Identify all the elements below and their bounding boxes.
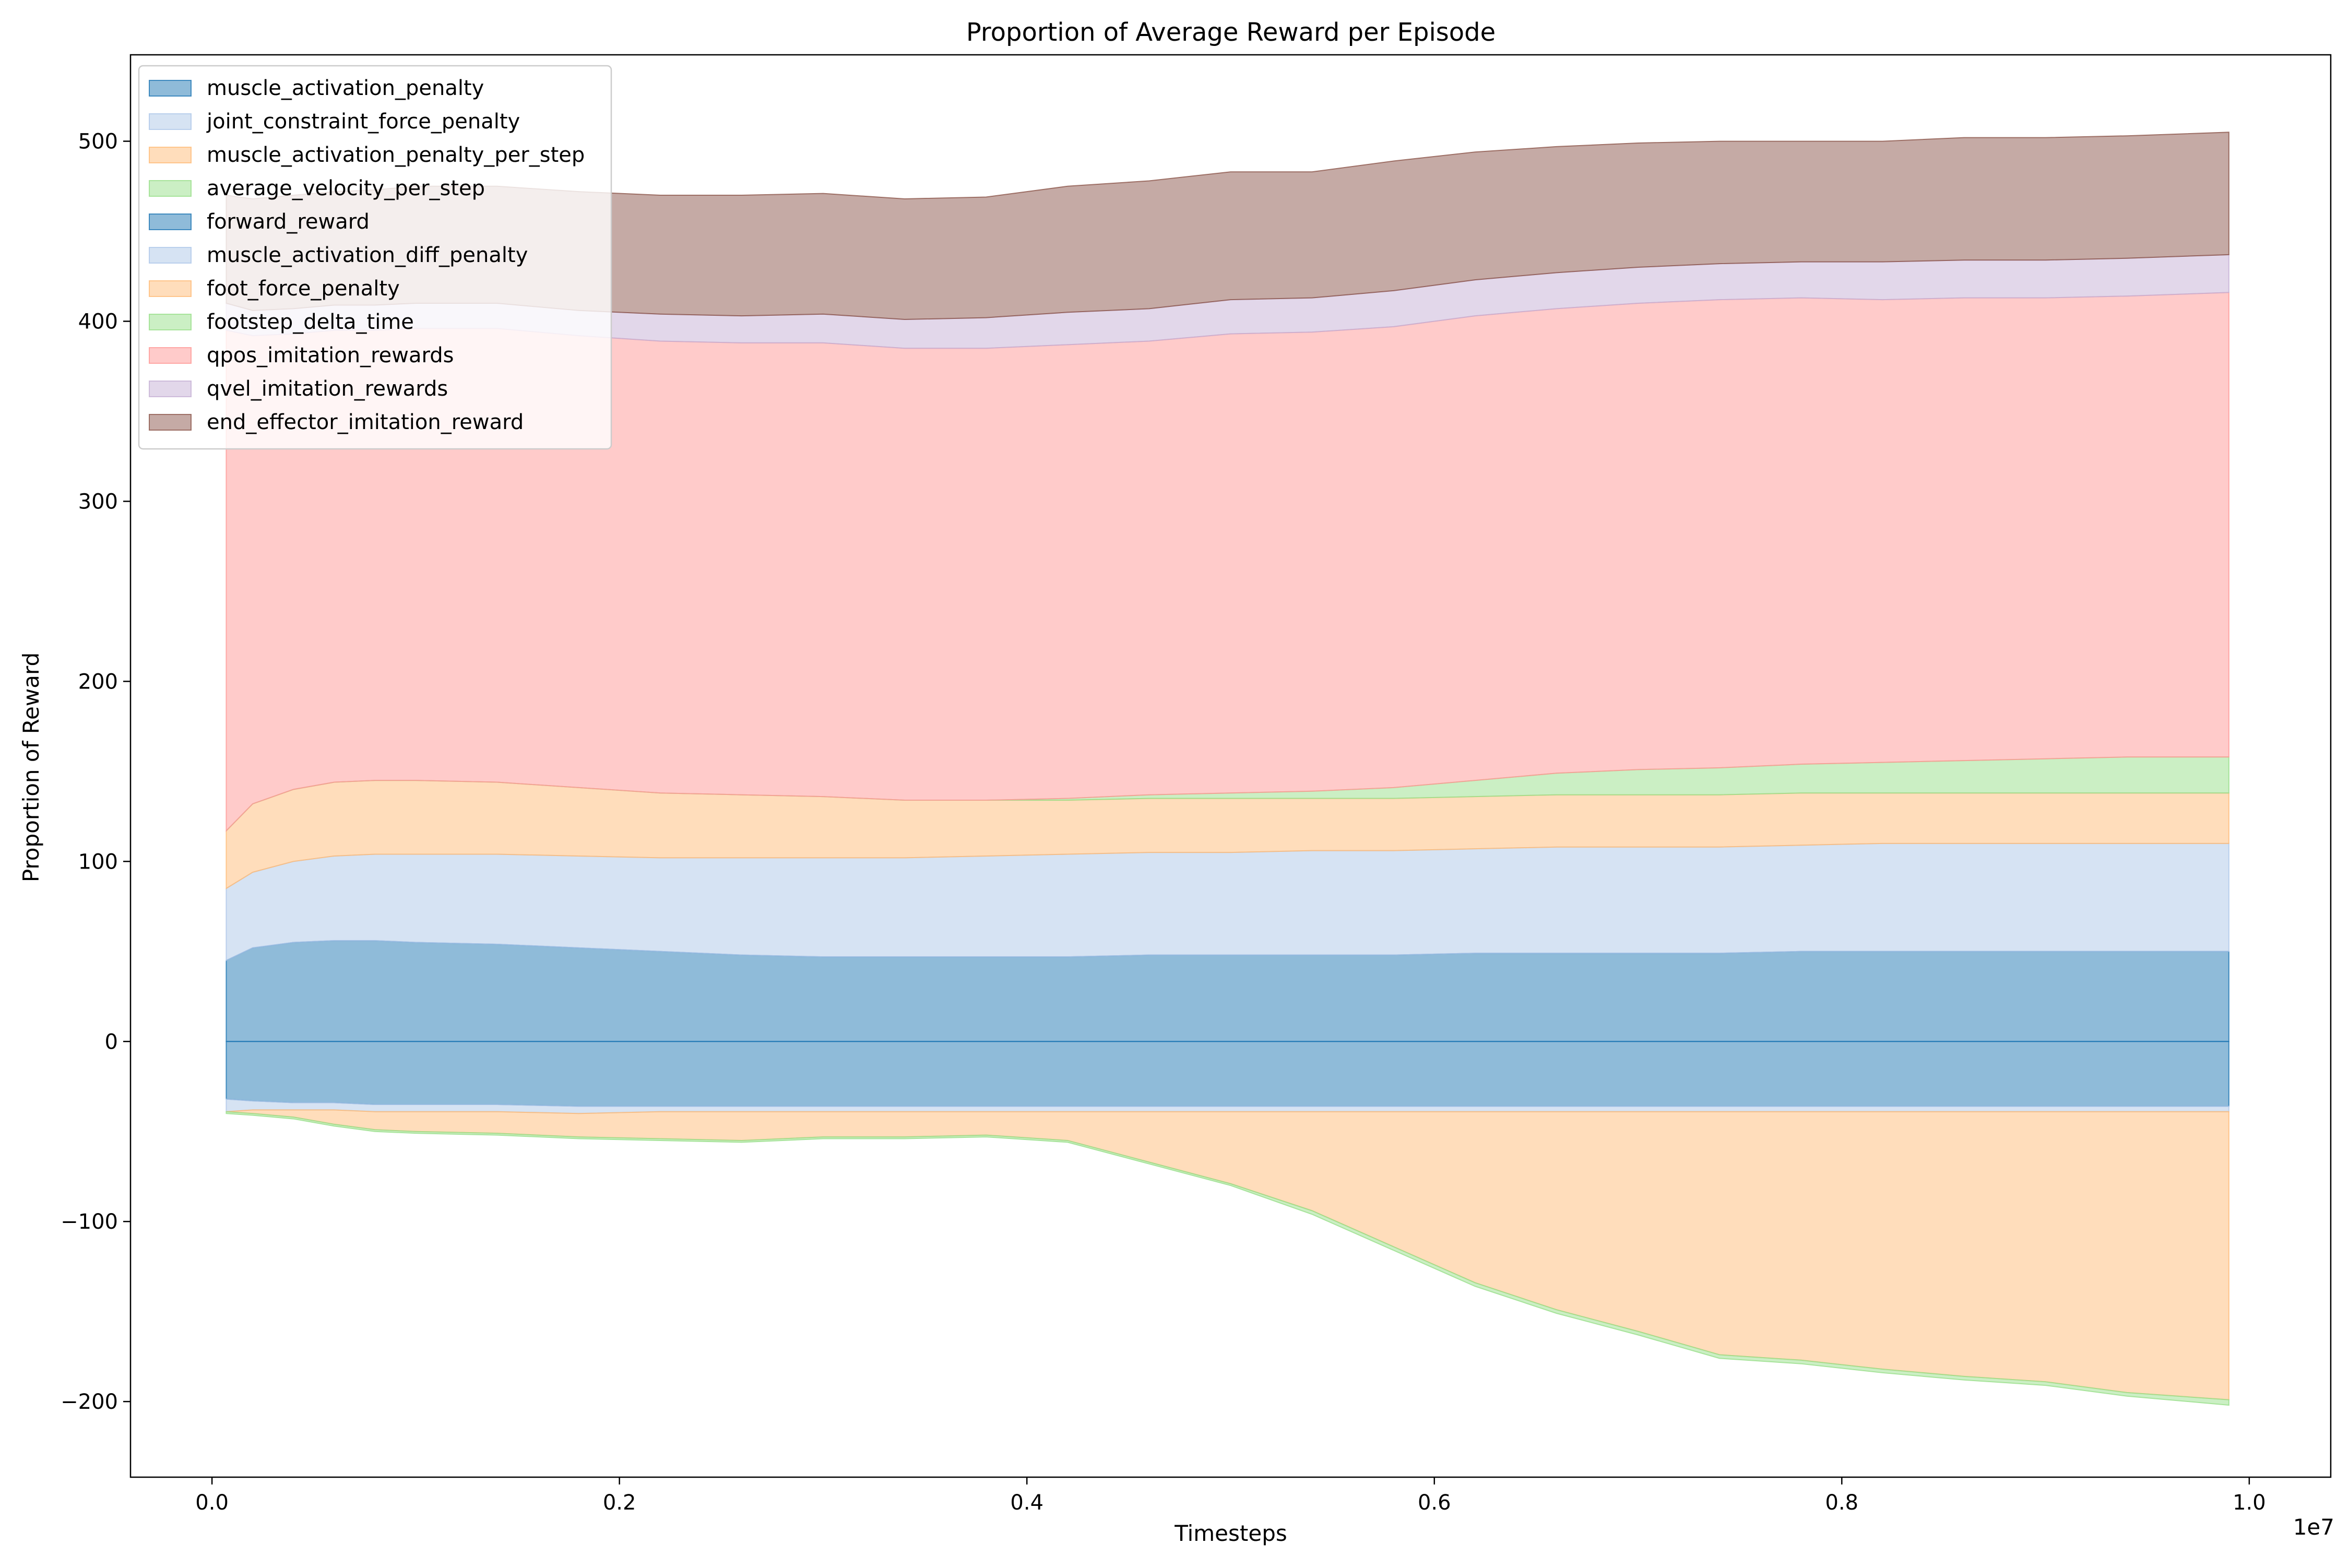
y-tick-label: 400 bbox=[78, 310, 118, 334]
y-tick-label: 0 bbox=[105, 1030, 118, 1054]
legend-swatch bbox=[149, 347, 192, 364]
x-axis-label: Timesteps bbox=[1174, 1521, 1287, 1546]
legend-label: muscle_activation_penalty bbox=[207, 76, 484, 100]
legend-swatch bbox=[149, 113, 192, 130]
legend-swatch bbox=[149, 280, 192, 297]
positive-area-end-effector-imitation-reward bbox=[226, 132, 2229, 320]
legend-swatch bbox=[149, 147, 192, 163]
x-tick-label: 0.0 bbox=[195, 1491, 229, 1515]
y-tick-label: 200 bbox=[78, 670, 118, 694]
y-tick-label: 500 bbox=[78, 130, 118, 154]
areas-layer bbox=[226, 132, 2229, 1406]
x-tick-label: 0.4 bbox=[1010, 1491, 1043, 1515]
x-tick-label: 0.6 bbox=[1418, 1491, 1451, 1515]
plot-frame bbox=[129, 54, 2332, 1478]
legend-swatch bbox=[149, 213, 192, 230]
x-tick-label: 0.2 bbox=[603, 1491, 636, 1515]
legend-label: qpos_imitation_rewards bbox=[207, 343, 454, 367]
positive-area-muscle-activation-diff-penalty bbox=[226, 842, 2229, 961]
legend-swatch bbox=[149, 180, 192, 197]
y-tick-label: −200 bbox=[61, 1390, 118, 1414]
x-tick-label: 1.0 bbox=[2233, 1491, 2266, 1515]
legend-label: qvel_imitation_rewards bbox=[207, 377, 448, 401]
legend-swatch bbox=[149, 80, 192, 97]
negative-area-average-velocity-per-step bbox=[226, 1111, 2229, 1406]
legend-swatch bbox=[149, 381, 192, 397]
legend-label: joint_constraint_force_penalty bbox=[206, 110, 520, 134]
y-tick-label: 100 bbox=[78, 850, 118, 874]
legend-box bbox=[138, 65, 612, 450]
chart-title: Proportion of Average Reward per Episode bbox=[966, 18, 1496, 47]
legend-label: end_effector_imitation_reward bbox=[207, 410, 524, 434]
y-axis-label: Proportion of Reward bbox=[18, 652, 44, 882]
legend-label: foot_force_penalty bbox=[207, 277, 400, 301]
legend-label: forward_reward bbox=[207, 210, 370, 234]
x-tick-label: 0.8 bbox=[1825, 1491, 1859, 1515]
y-tick-label: −100 bbox=[61, 1210, 118, 1234]
axes-layer: 0.0 0.2 0.4 0.6 0.8 1.0 −200 −100 0 100 200 300 400 5… bbox=[61, 54, 2332, 1515]
legend: muscle_activation_penalty joint_constrain… bbox=[138, 65, 612, 450]
legend-swatch bbox=[149, 414, 192, 431]
legend-swatch bbox=[149, 247, 192, 264]
legend-label: muscle_activation_penalty_per_step bbox=[207, 143, 585, 167]
legend-label: muscle_activation_diff_penalty bbox=[207, 243, 528, 267]
x-offset-label: 1e7 bbox=[2293, 1514, 2334, 1540]
legend-label: footstep_delta_time bbox=[207, 310, 414, 334]
legend-swatch bbox=[149, 314, 192, 330]
positive-area-forward-reward bbox=[226, 940, 2229, 1042]
y-tick-label: 300 bbox=[78, 490, 118, 514]
legend-label: average_velocity_per_step bbox=[207, 176, 485, 200]
negative-area-muscle-activation-penalty bbox=[226, 1041, 2229, 1107]
